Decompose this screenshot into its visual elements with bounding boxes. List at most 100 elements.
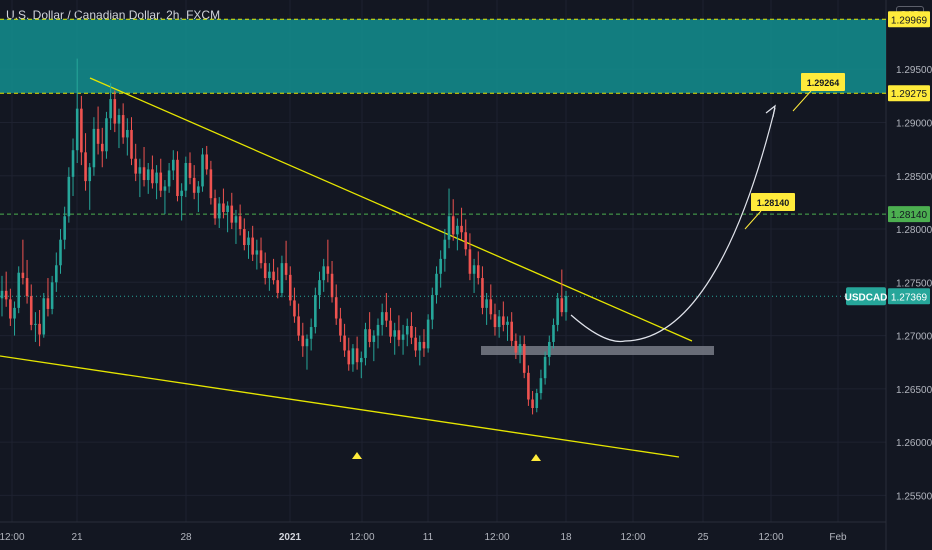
- candle-body: [385, 312, 388, 321]
- callouts: 1.29264 1.28140: [744, 73, 845, 230]
- time-tick-label: Feb: [829, 532, 847, 543]
- candle-body: [493, 314, 497, 328]
- candle-body: [34, 323, 37, 325]
- time-axis: 12:00 21 28 2021 12:00 11 12:00 18 12:00 25 12:00 F…: [0, 532, 847, 543]
- trendlines: [0, 77, 693, 458]
- price-tag-28140[interactable]: [888, 206, 930, 223]
- candle-body: [431, 295, 434, 320]
- candle-body: [251, 237, 254, 255]
- candle-body: [280, 263, 284, 293]
- price-tick-label: 1.28000: [896, 225, 932, 236]
- candle-body: [67, 176, 71, 217]
- candle-body: [347, 350, 351, 365]
- candle-body: [163, 186, 167, 191]
- price-tick-label: 1.26000: [896, 438, 932, 449]
- price-tick-label: 1.27500: [896, 278, 932, 289]
- candle-body: [255, 250, 259, 255]
- candle-body: [209, 169, 213, 199]
- symbol-tag[interactable]: [846, 287, 886, 306]
- candle-body: [234, 216, 238, 223]
- candle-body: [217, 203, 221, 219]
- time-tick-label: 11: [423, 532, 434, 543]
- candle-body: [447, 216, 451, 240]
- price-tick-label: 1.29000: [896, 119, 932, 130]
- candle-body: [405, 325, 409, 335]
- candle-body: [401, 334, 405, 340]
- horizontal-levels: [0, 18, 886, 297]
- candle-body: [197, 186, 200, 193]
- candle-body: [535, 393, 539, 409]
- candle-body: [451, 216, 455, 235]
- candle-body: [372, 335, 376, 342]
- candle-body: [330, 273, 334, 298]
- price-tag-29275[interactable]: [888, 85, 930, 102]
- callout-pointer: [744, 210, 762, 230]
- candle-body: [46, 298, 50, 309]
- candle-body: [126, 129, 129, 138]
- lower-trendline[interactable]: [0, 355, 680, 458]
- callout-pointer: [792, 90, 812, 112]
- candle-body: [510, 321, 513, 341]
- candle-body: [543, 356, 547, 379]
- symbol-tag-label: USDCAD: [845, 292, 888, 303]
- candle-body: [326, 266, 330, 274]
- time-tick-label: 12:00: [758, 532, 783, 543]
- candle-body: [4, 290, 8, 300]
- candle-body: [514, 340, 518, 353]
- candle-body: [397, 330, 401, 340]
- candle-body: [263, 263, 267, 279]
- candle-body: [497, 316, 501, 328]
- candle-body: [435, 273, 438, 296]
- candle-body: [460, 225, 463, 233]
- candle-body: [502, 316, 505, 325]
- projection-path[interactable]: [570, 107, 776, 343]
- candle-body: [472, 265, 476, 274]
- upper-trendline[interactable]: [89, 77, 693, 342]
- candle-body: [230, 205, 234, 223]
- candle-body: [351, 348, 355, 365]
- candle-body: [301, 335, 305, 347]
- candle-body: [527, 372, 530, 400]
- time-tick-label: 28: [180, 532, 192, 543]
- callout-box-28140[interactable]: [751, 193, 795, 211]
- candle-body: [443, 239, 447, 259]
- price-tag-29969[interactable]: [888, 11, 930, 28]
- candle-body: [180, 190, 183, 197]
- candle-body: [552, 324, 555, 342]
- candle-body: [426, 319, 430, 349]
- candle-body: [59, 239, 62, 266]
- candle-body: [84, 152, 87, 182]
- triangle-up-marker: [352, 452, 362, 459]
- time-tick-label: 12:00: [484, 532, 509, 543]
- candle-body: [184, 162, 188, 191]
- candle-body: [9, 299, 12, 319]
- time-tick-label: 12:00: [620, 532, 645, 543]
- candle-body: [334, 297, 338, 319]
- callout-label: 1.29264: [807, 78, 840, 88]
- candle-body: [418, 341, 422, 351]
- callout-label: 1.28140: [757, 198, 790, 208]
- candle-body: [21, 272, 25, 279]
- candle-body: [355, 348, 359, 363]
- candle-body: [80, 108, 83, 153]
- chart-header-title: U.S. Dollar / Canadian Dollar, 2h, FXCM: [6, 8, 221, 22]
- callout-box-29264[interactable]: [801, 73, 845, 91]
- candle-body: [121, 115, 125, 138]
- candle-body: [138, 167, 142, 174]
- candle-body: [309, 327, 313, 339]
- candle-body: [276, 280, 280, 293]
- time-tick-label: 2021: [279, 532, 302, 543]
- candle-body: [105, 118, 108, 152]
- price-tag-29969-label: 1.29969: [891, 15, 928, 26]
- candle-body: [380, 312, 384, 325]
- candle-body: [564, 296, 568, 313]
- candle-body: [368, 329, 371, 342]
- candle-body: [318, 280, 321, 296]
- candle-body: [518, 344, 522, 353]
- price-tick-label: 1.26500: [896, 385, 932, 396]
- triangle-up-marker: [531, 454, 541, 461]
- candle-body: [456, 225, 459, 235]
- current-price-tag[interactable]: [888, 288, 930, 305]
- candle-body: [556, 298, 559, 325]
